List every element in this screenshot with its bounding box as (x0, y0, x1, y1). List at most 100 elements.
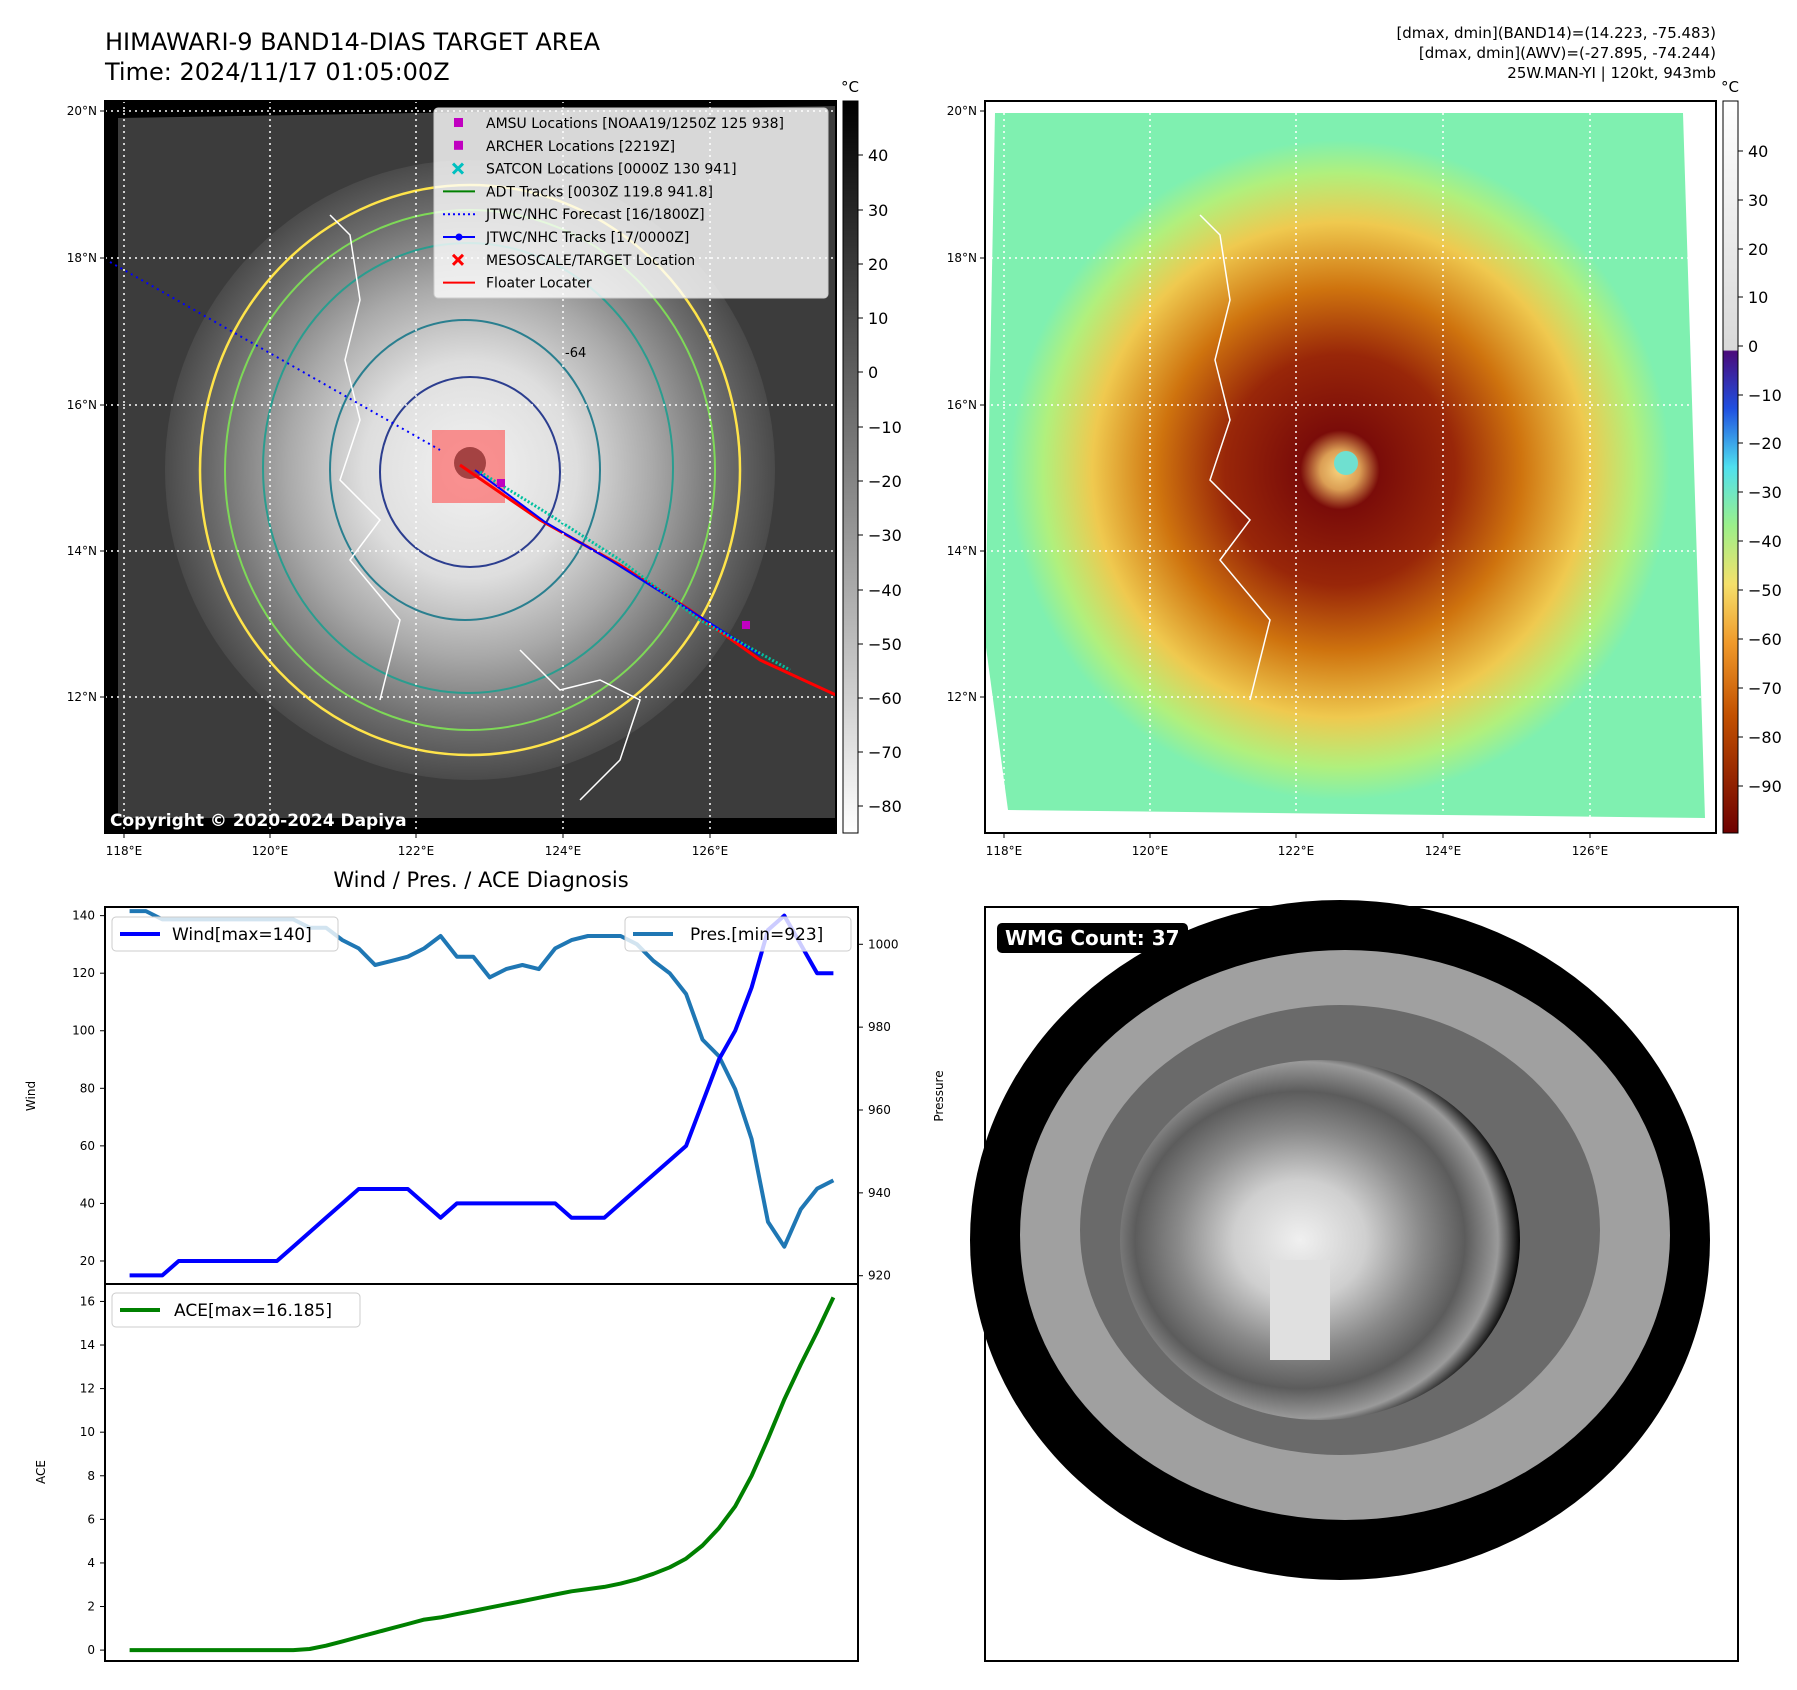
legend-item: SATCON Locations [0000Z 130 941] (451, 162, 737, 178)
legend-label: JTWC/NHC Forecast [16/1800Z] (485, 207, 705, 223)
lon-tick-label: 118°E (986, 844, 1023, 858)
figure-time: Time: 2024/11/17 01:05:00Z (104, 58, 450, 86)
legend-item: ARCHER Locations [2219Z] (454, 139, 675, 155)
colorbar-tick-label: 40 (1748, 142, 1768, 161)
wmg-panel (970, 900, 1739, 1662)
ace-axis-tick-label: 4 (87, 1556, 95, 1570)
lon-tick-label: 122°E (1278, 844, 1315, 858)
legend-item: AMSU Locations [NOAA19/1250Z 125 938] (454, 116, 784, 132)
lon-tick-label: 120°E (1132, 844, 1169, 858)
colorbar-tick-label: −70 (1748, 679, 1782, 698)
lat-tick-label: 20°N (67, 104, 97, 118)
legend-item: JTWC/NHC Tracks [17/0000Z] (443, 230, 689, 246)
coastline-visayas (519, 649, 641, 801)
wind-legend: Wind[max=140] (111, 916, 339, 952)
legend-label: AMSU Locations [NOAA19/1250Z 125 938] (486, 116, 784, 132)
wind-pressure-chart: 20 40 60 80 100 120 140 920 940 960 980 1000 Wind Pre… (24, 906, 946, 1285)
legend-item: Floater Locater (443, 276, 592, 292)
wind-axis-tick-label: 80 (80, 1081, 95, 1095)
legend-item: MESOSCALE/TARGET Location (451, 253, 695, 269)
pressure-axis-tick-label: 1000 (868, 937, 899, 951)
colorbar-tick-label: 10 (868, 309, 888, 328)
wmg-core (1120, 1060, 1520, 1420)
legend-label: Floater Locater (486, 276, 592, 292)
legend-label: SATCON Locations [0000Z 130 941] (486, 162, 737, 178)
colorbar-tick-label: −50 (1748, 581, 1782, 600)
pressure-legend-box (624, 916, 852, 952)
lon-ticks-left: 118°E 120°E 122°E 124°E 126°E (106, 833, 729, 858)
colorbar-gray-unit: °C (841, 78, 859, 96)
ace-axis-tick-label: 8 (87, 1469, 95, 1483)
wind-axis-tick-label: 20 (80, 1254, 95, 1268)
legend-item: ADT Tracks [0030Z 119.8 941.8] (443, 184, 713, 200)
colorbar-tick-label: 0 (868, 363, 878, 382)
pressure-legend-label: Pres.[min=923] (690, 925, 823, 945)
pressure-legend: Pres.[min=923] (624, 916, 852, 952)
colorbar-color-unit: °C (1721, 78, 1739, 96)
ace-axis-tick-label: 6 (87, 1512, 95, 1526)
info-awv: [dmax, dmin](AWV)=(-27.895, -74.244) (1419, 44, 1716, 62)
colorbar-tick-label: −60 (868, 689, 902, 708)
colorbar-tick-label: −20 (868, 472, 902, 491)
colorbar-tick-label: −80 (1748, 728, 1782, 747)
lat-ticks-right: 20°N 18°N 16°N 14°N 12°N (947, 104, 985, 704)
coastline-luzon (329, 214, 401, 701)
wind-axis-tick-label: 140 (72, 909, 95, 923)
lat-tick-label: 16°N (947, 398, 977, 412)
ace-axis-tick-label: 0 (87, 1643, 95, 1657)
adt-track (479, 470, 791, 672)
lon-tick-label: 124°E (545, 844, 582, 858)
colorbar-tick-label: −80 (868, 797, 902, 816)
pressure-axis-tick-label: 980 (868, 1020, 891, 1034)
ace-axis-tick-label: 2 (87, 1600, 95, 1614)
wmg-eye-cells (1270, 1260, 1330, 1360)
legend-dot-marker (455, 233, 463, 241)
figure-title: HIMAWARI-9 BAND14-DIAS TARGET AREA (105, 28, 601, 56)
contour-dark-teal (329, 319, 601, 621)
ace-axis-tick-label: 12 (80, 1382, 95, 1396)
legend-label: MESOSCALE/TARGET Location (486, 253, 695, 269)
wind-legend-box (111, 916, 339, 952)
lat-tick-label: 16°N (67, 398, 97, 412)
wind-axis-tick-label: 40 (80, 1196, 95, 1210)
lon-ticks-right: 118°E 120°E 122°E 124°E 126°E (986, 833, 1609, 858)
legend-square-marker (454, 140, 463, 150)
ace-axis-tick-label: 16 (80, 1294, 95, 1308)
legend-label: JTWC/NHC Tracks [17/0000Z] (485, 230, 689, 246)
lon-tick-label: 122°E (398, 844, 435, 858)
pressure-axis-tick-label: 940 (868, 1186, 891, 1200)
ace-line (129, 1296, 836, 1653)
eye-color (1334, 451, 1358, 475)
pressure-axis-tick-label: 960 (868, 1103, 891, 1117)
map-legend: AMSU Locations [NOAA19/1250Z 125 938] ARC… (433, 107, 829, 299)
diagnosis-title: Wind / Pres. / ACE Diagnosis (333, 868, 628, 892)
legend-label: ARCHER Locations [2219Z] (486, 139, 675, 155)
colorbar-tick-label: 40 (868, 146, 888, 165)
wind-axis-tick-label: 100 (72, 1024, 95, 1038)
wind-legend-label: Wind[max=140] (172, 925, 312, 945)
legend-x-marker (451, 162, 465, 175)
colorbar-tick-label: 20 (1748, 240, 1768, 259)
lat-tick-label: 20°N (947, 104, 977, 118)
lat-tick-label: 12°N (67, 690, 97, 704)
colorbar-tick-label: −10 (1748, 386, 1782, 405)
lon-tick-label: 126°E (1572, 844, 1609, 858)
copyright-text: Copyright © 2020-2024 Dapiya (110, 811, 407, 831)
colorbar-gray: °C 40 30 20 10 0 −10 −20 −30 −40 −50 −60 −70 −80 (841, 78, 902, 834)
wmg-count-label: WMG Count: 37 (997, 923, 1188, 953)
colorbar-tick-label: 30 (1748, 191, 1768, 210)
colorbar-tick-label: 10 (1748, 288, 1768, 307)
wind-axis-label: Wind (24, 1081, 38, 1111)
jtwc-nhc-track (474, 469, 761, 656)
ace-axis-tick-label: 14 (80, 1338, 95, 1352)
ace-chart: 0 2 4 6 8 10 12 14 16 ACE ACE[max=16.185] (34, 1283, 859, 1662)
info-storm: 25W.MAN-YI | 120kt, 943mb (1507, 64, 1716, 82)
colorbar-tick-label: −30 (1748, 483, 1782, 502)
wind-line (129, 913, 834, 1278)
colorbar-tick-label: 0 (1748, 337, 1758, 356)
ace-legend-label: ACE[max=16.185] (174, 1301, 332, 1321)
ace-legend-box (111, 1292, 361, 1328)
lon-tick-label: 126°E (692, 844, 729, 858)
amsu-marker (742, 621, 750, 629)
lon-tick-label: 120°E (252, 844, 289, 858)
